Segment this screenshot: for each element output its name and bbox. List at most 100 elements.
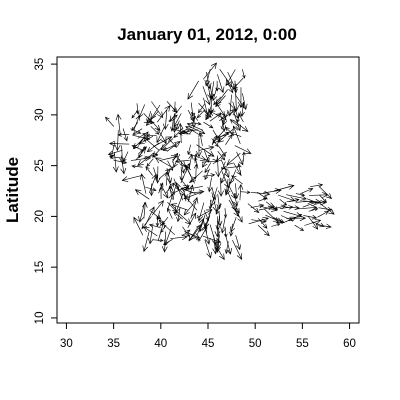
wind-arrow — [139, 202, 145, 222]
wind-arrow — [205, 163, 211, 173]
wind-arrow — [235, 146, 251, 154]
x-tick-label: 50 — [249, 338, 262, 350]
wind-arrow — [132, 165, 143, 168]
wind-arrow — [186, 166, 194, 183]
wind-arrow — [272, 205, 286, 209]
x-axis: 30 35 40 45 50 55 60 — [60, 323, 356, 350]
wind-arrow — [271, 223, 280, 226]
wind-arrow — [218, 151, 225, 160]
y-axis: 10 15 20 25 30 35 — [34, 58, 57, 325]
chart-title: January 01, 2012, 0:00 — [117, 25, 297, 44]
wind-arrow — [229, 103, 236, 111]
wind-arrow — [205, 240, 212, 258]
wind-arrow — [300, 188, 313, 194]
wind-arrow — [203, 63, 216, 79]
wind-arrow — [109, 150, 123, 155]
wind-arrow — [146, 167, 153, 176]
wind-arrow — [106, 117, 114, 126]
wind-arrow — [251, 191, 270, 196]
x-tick-label: 40 — [154, 338, 167, 350]
wind-arrow — [132, 122, 138, 130]
wind-arrow — [199, 146, 214, 151]
x-tick-label: 30 — [60, 338, 73, 350]
y-tick-label: 35 — [34, 58, 46, 71]
wind-arrow — [217, 194, 222, 209]
wind-arrow — [139, 146, 145, 158]
wind-arrow — [208, 178, 212, 192]
wind-arrow — [188, 185, 194, 202]
wind-arrow — [274, 184, 294, 191]
wind-arrow — [157, 106, 170, 123]
arrow-layer — [106, 63, 335, 259]
wind-arrow — [143, 231, 149, 251]
wind-arrow — [175, 194, 183, 212]
wind-arrow — [263, 188, 281, 193]
wind-arrow — [248, 204, 259, 213]
wind-arrow — [210, 187, 217, 206]
wind-arrow — [167, 194, 173, 211]
wind-arrow — [147, 143, 159, 152]
wind-arrow — [205, 169, 210, 180]
wind-arrow — [281, 216, 293, 221]
wind-arrow — [189, 154, 194, 169]
wind-arrow — [284, 211, 302, 217]
wind-arrow — [122, 175, 142, 181]
wind-arrow — [232, 176, 243, 184]
x-tick-label: 35 — [107, 338, 120, 350]
wind-arrow — [133, 137, 145, 149]
wind-arrow — [242, 69, 245, 78]
wind-arrow — [142, 202, 147, 218]
wind-arrow — [144, 227, 158, 236]
wind-arrow — [232, 240, 241, 259]
wind-arrow — [210, 225, 217, 245]
wind-arrow — [229, 200, 239, 217]
wind-arrow — [226, 70, 235, 86]
wind-arrow — [210, 114, 221, 122]
wind-arrow — [116, 115, 121, 136]
wind-arrow — [176, 159, 190, 163]
wind-arrow — [310, 184, 322, 188]
y-tick-label: 25 — [34, 159, 46, 172]
wind-arrow — [173, 102, 176, 112]
y-tick-label: 15 — [34, 261, 46, 274]
wind-arrow — [230, 224, 234, 236]
wind-arrow — [203, 173, 215, 177]
wind-arrow — [167, 208, 172, 219]
y-tick-label: 20 — [34, 210, 46, 223]
plot-frame — [57, 57, 359, 323]
wind-arrow — [238, 185, 243, 201]
wind-arrow — [217, 74, 224, 92]
wind-arrow — [230, 217, 236, 232]
wind-arrow — [219, 147, 225, 157]
wind-arrow — [318, 211, 329, 217]
wind-arrow — [198, 203, 204, 221]
wind-arrow — [204, 122, 213, 128]
wind-arrow — [241, 191, 251, 194]
wind-arrow — [224, 208, 227, 217]
wind-arrow — [216, 90, 228, 105]
wind-arrow — [188, 145, 191, 155]
wind-arrow — [309, 192, 328, 197]
wind-arrow — [135, 190, 149, 200]
wind-arrow — [115, 130, 120, 150]
wind-arrow — [148, 226, 153, 243]
y-axis-label: Latitude — [3, 157, 22, 223]
wind-arrow — [296, 194, 305, 197]
wind-arrow — [203, 86, 210, 104]
wind-arrow — [309, 208, 318, 211]
wind-arrow — [163, 110, 168, 129]
wind-arrow — [159, 187, 163, 199]
x-tick-label: 55 — [296, 338, 309, 350]
wind-arrow — [159, 220, 175, 235]
wind-arrow — [167, 141, 180, 151]
y-tick-label: 10 — [34, 312, 46, 325]
wind-arrow — [154, 168, 158, 179]
x-tick-label: 60 — [343, 338, 356, 350]
wind-arrow — [174, 154, 185, 167]
wind-arrow — [150, 224, 161, 228]
wind-arrow — [110, 141, 130, 146]
y-tick-label: 30 — [34, 108, 46, 121]
wind-arrow — [123, 152, 128, 162]
wind-arrow — [216, 81, 219, 91]
wind-arrow — [190, 171, 202, 183]
